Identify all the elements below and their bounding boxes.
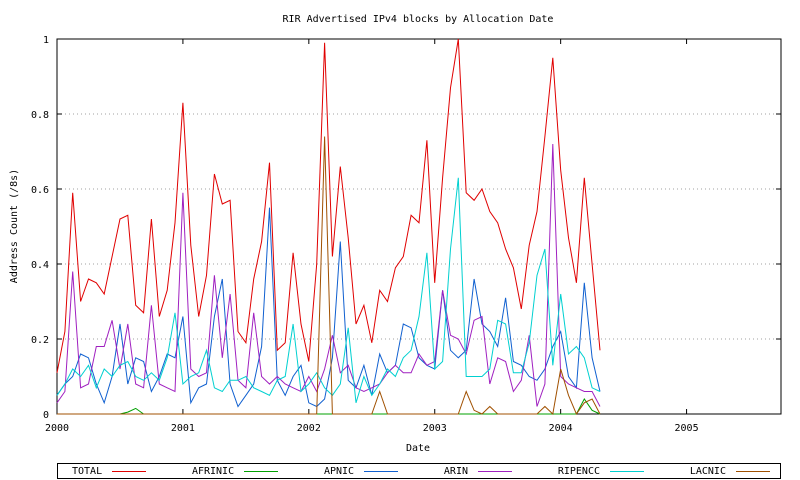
y-tick-label: 0.6 <box>31 185 49 196</box>
legend-swatch <box>478 470 512 472</box>
legend-swatch <box>610 470 644 472</box>
series-line-apnic <box>56 207 601 408</box>
series-line-total <box>56 38 601 373</box>
chart-title: RIR Advertised IPv4 blocks by Allocation… <box>283 14 554 25</box>
legend-label: APNIC <box>323 465 355 477</box>
y-axis: 0 0.2 0.4 0.6 0.8 1 <box>31 35 781 421</box>
legend-item-arin: ARIN <box>444 466 512 477</box>
series-line-arin <box>56 143 601 407</box>
legend-label: RIPENCC <box>557 465 600 477</box>
x-tick-label: 2005 <box>675 423 699 434</box>
x-tick-label: 2003 <box>423 423 447 434</box>
legend-item-total: TOTAL <box>72 465 147 477</box>
legend-swatch <box>735 470 770 472</box>
y-tick-label: 0 <box>43 410 49 421</box>
y-tick-label: 0.2 <box>31 335 49 346</box>
legend-label: TOTAL <box>72 465 103 477</box>
legend-item-ripencc: RIPENCC <box>558 466 644 477</box>
gridlines <box>57 113 781 340</box>
x-axis: 2000 2001 2002 2003 2004 2005 <box>45 39 699 434</box>
x-tick-label: 2001 <box>171 423 195 434</box>
legend-item-lacnic: LACNIC <box>690 466 770 477</box>
y-tick-label: 0.8 <box>31 110 49 121</box>
x-axis-label: Date <box>406 443 430 454</box>
x-tick-label: 2002 <box>297 423 321 434</box>
legend-item-afrinic: AFRINIC <box>191 465 279 477</box>
y-tick-label: 1 <box>43 35 49 46</box>
legend-swatch <box>112 470 147 472</box>
legend: TOTAL AFRINIC APNIC ARIN RIPENCC LACNIC <box>57 463 781 479</box>
series-line-lacnic <box>57 136 601 416</box>
legend-swatch <box>244 470 279 472</box>
y-tick-label: 0.4 <box>31 260 49 271</box>
series-line-ripencc <box>56 177 601 403</box>
y-axis-label: Address Count (/8s) <box>9 169 20 283</box>
legend-label: ARIN <box>443 465 468 477</box>
legend-item-apnic: APNIC <box>323 465 399 477</box>
series-lines <box>56 38 601 416</box>
x-tick-label: 2004 <box>549 423 573 434</box>
series-line-afrinic <box>57 398 601 415</box>
legend-label: LACNIC <box>689 465 726 477</box>
legend-swatch <box>364 470 399 472</box>
legend-label: AFRINIC <box>191 465 235 477</box>
x-tick-label: 2000 <box>45 423 69 434</box>
